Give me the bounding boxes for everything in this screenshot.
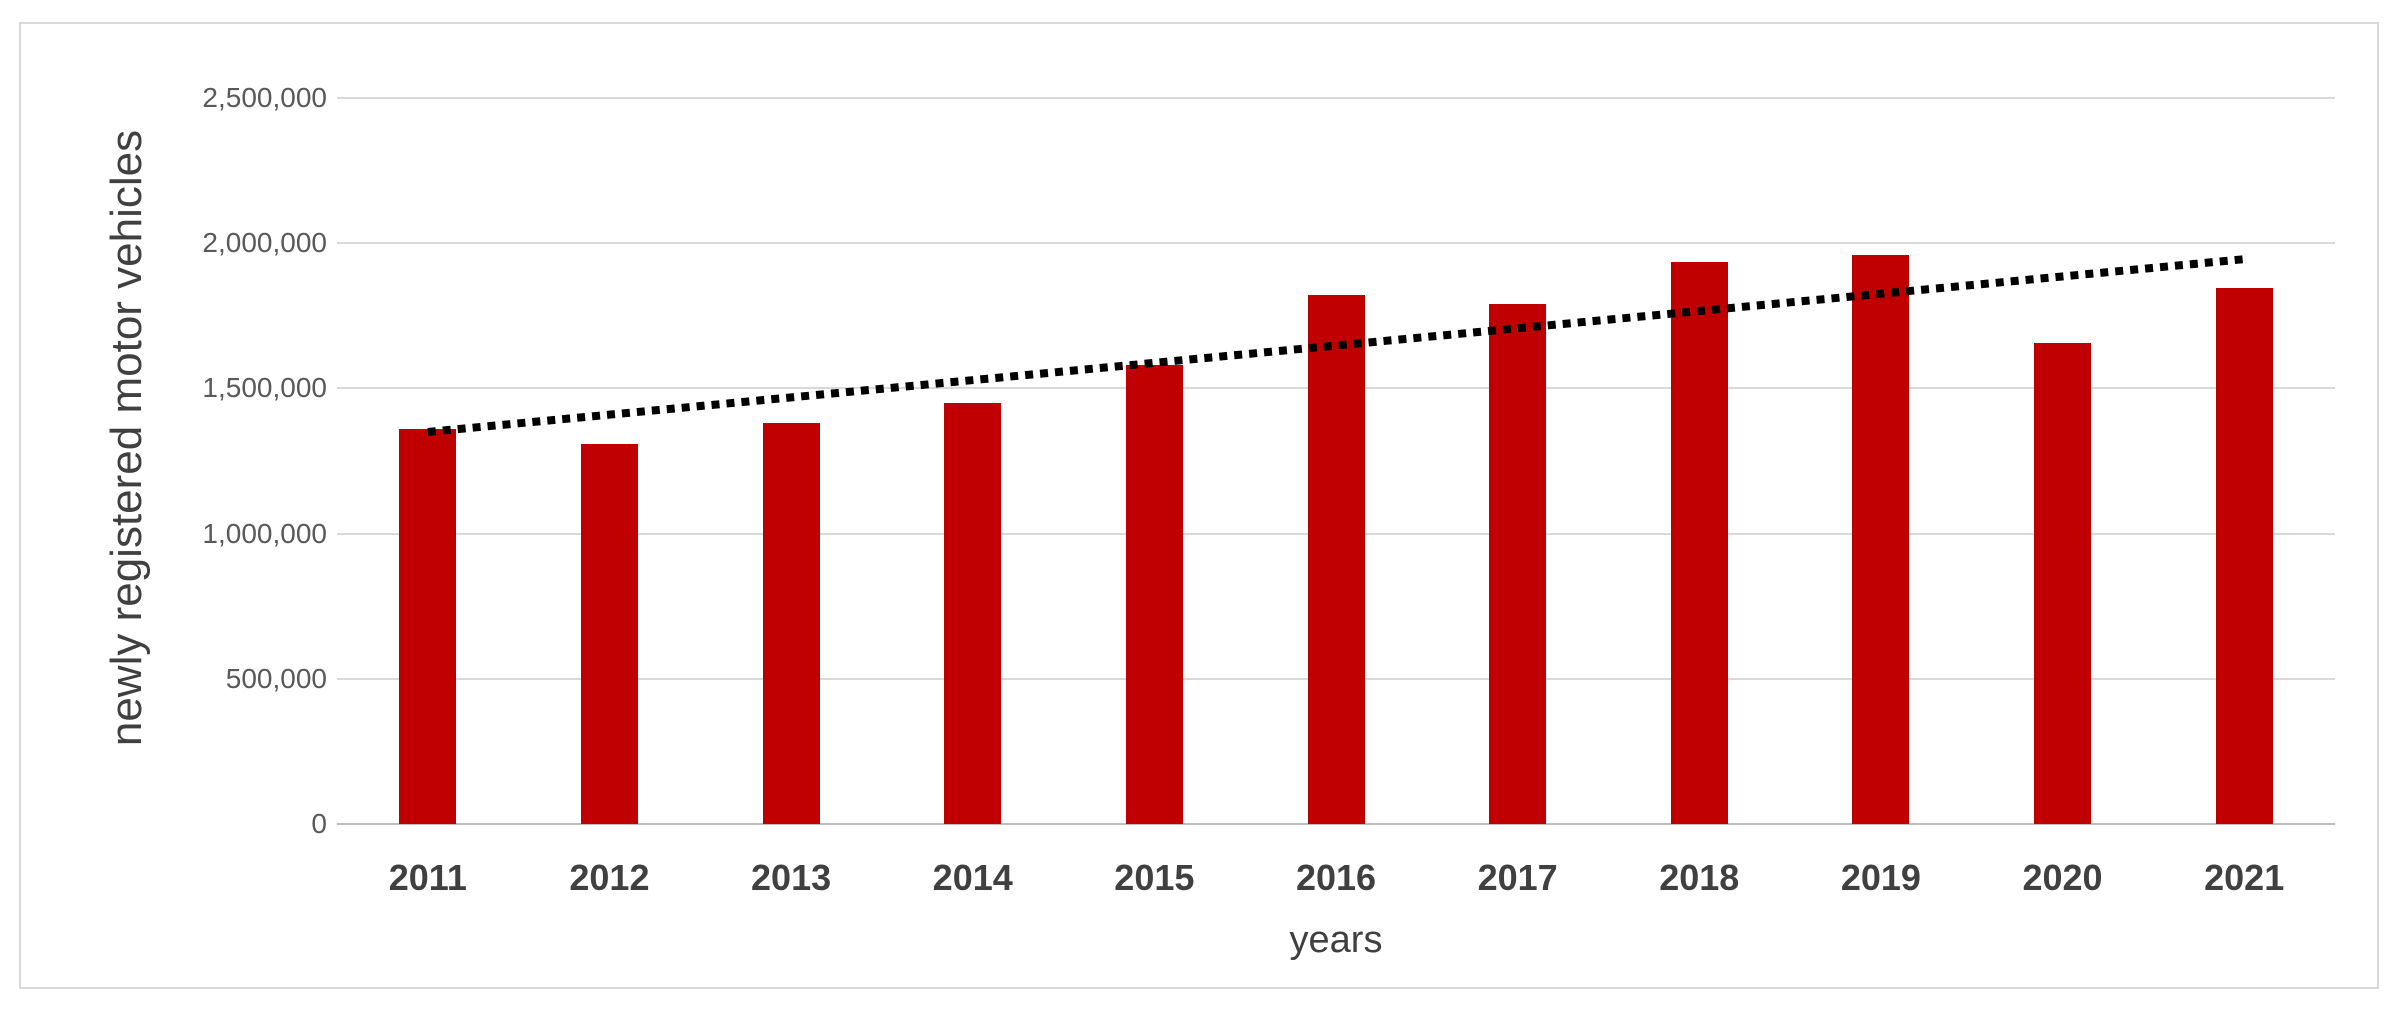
y-tick-label: 500,000 [225, 662, 327, 694]
y-tick-label: 2,500,000 [202, 82, 327, 113]
bar-2017 [1489, 304, 1547, 824]
y-tick-label: 0 [311, 808, 327, 839]
x-category-label-2013: 2013 [751, 857, 832, 898]
chart-frame: newly registered motor vehicles 0 500,000… [19, 22, 2379, 989]
bar-2020 [2034, 343, 2092, 824]
x-category-label-2011: 2011 [388, 857, 467, 898]
bar-2013 [762, 423, 820, 824]
x-axis-title: years [1289, 919, 1383, 961]
bar-2015 [1125, 365, 1183, 824]
bar-2018 [1670, 262, 1728, 824]
y-axis-tick-labels: 0 500,000 1,000,000 1,500,000 2,000,000 2,500… [21, 82, 327, 839]
x-category-label-2016: 2016 [1295, 857, 1377, 898]
bar-2011 [399, 429, 457, 824]
bar-2014 [944, 402, 1002, 824]
plot-area [337, 97, 2335, 825]
bar-2016 [1307, 295, 1365, 824]
x-category-label-2020: 2020 [2022, 857, 2103, 898]
x-category-label-2017: 2017 [1477, 857, 1558, 898]
y-tick-label: 1,500,000 [202, 372, 327, 404]
x-category-label-2021: 2021 [2204, 857, 2285, 898]
bar-2012 [580, 443, 638, 824]
x-category-label-2019: 2019 [1840, 857, 1921, 898]
x-category-label-2012: 2012 [569, 857, 650, 898]
x-category-label-2014: 2014 [932, 857, 1013, 898]
x-axis-category-labels: 2011 2012 2013 2014 2015 2016 2017 2018 2019 2020… [337, 854, 2335, 902]
y-tick-label: 2,000,000 [202, 227, 327, 259]
bar-2019 [1852, 254, 1910, 824]
x-category-label-2018: 2018 [1659, 857, 1740, 898]
bar-2021 [2215, 288, 2273, 824]
y-tick-label: 1,000,000 [202, 517, 327, 549]
y-gridline [337, 97, 2335, 99]
y-gridline [337, 242, 2335, 245]
x-category-label-2015: 2015 [1114, 857, 1195, 898]
x-axis-line [337, 823, 2335, 825]
